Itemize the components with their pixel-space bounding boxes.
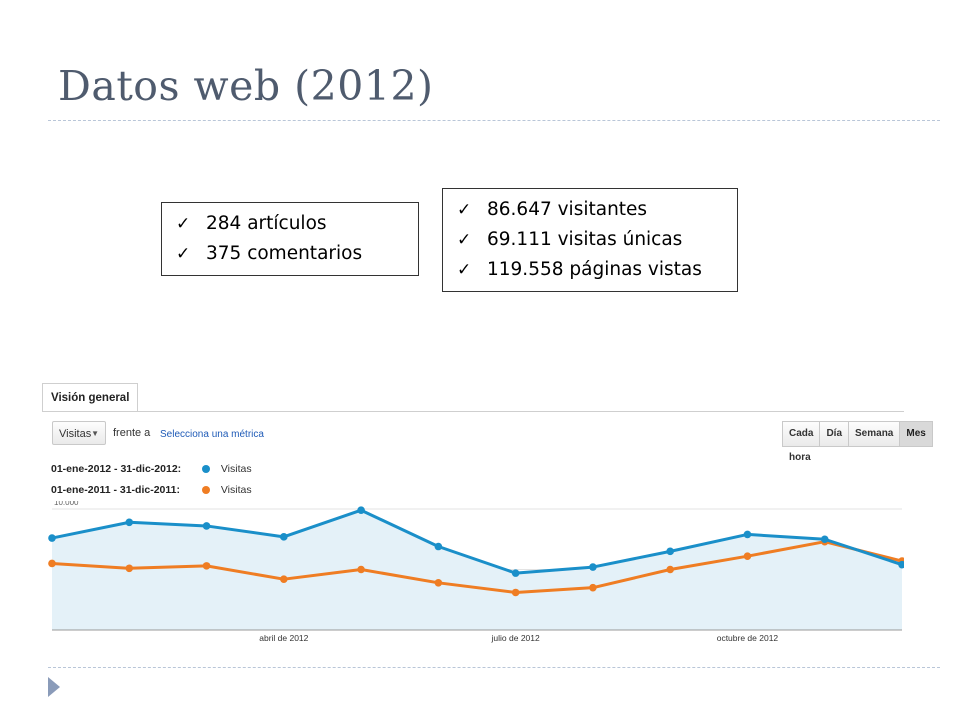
granularity-buttons: Cada hora Día Semana Mes	[782, 421, 933, 463]
stats-box-visits: ✓ 86.647 visitantes ✓ 69.111 visitas única…	[442, 188, 738, 292]
tab-underline	[42, 411, 904, 412]
title-divider	[48, 120, 940, 121]
series-line-2011	[51, 540, 903, 594]
metric-select[interactable]: Visitas ▼	[52, 421, 106, 445]
stat-item: ✓ 69.111 visitas únicas	[457, 225, 725, 255]
data-point-2011	[357, 565, 365, 574]
legend-row-2012: 01-ene-2012 - 31-dic-2012: Visitas	[51, 463, 252, 475]
slide-title: Datos web (2012)	[58, 62, 434, 110]
metric-select-value: Visitas	[59, 428, 92, 440]
caret-down-icon: ▼	[91, 429, 99, 438]
legend-range: 01-ene-2012 - 31-dic-2012:	[51, 463, 182, 475]
data-point-2012	[280, 533, 288, 541]
versus-label: frente a	[113, 427, 151, 439]
legend-metric: Visitas	[220, 463, 252, 475]
data-point-2011	[589, 583, 597, 592]
data-point-2012	[434, 542, 443, 551]
stat-item: ✓ 284 artículos	[176, 209, 406, 239]
data-point-2012	[125, 518, 134, 527]
data-point-2011	[125, 564, 134, 573]
x-tick-label: julio de 2012	[491, 633, 540, 643]
checkmark-icon: ✓	[457, 230, 472, 250]
data-point-2011	[434, 579, 443, 587]
legend-range: 01-ene-2011 - 31-dic-2011:	[51, 484, 180, 496]
data-point-2011	[280, 575, 288, 583]
y-tick-label: 10.000	[54, 501, 79, 507]
legend-dot-icon	[201, 486, 210, 494]
month-button[interactable]: Mes	[899, 421, 933, 447]
data-point-2012	[589, 563, 597, 571]
data-point-2012	[48, 534, 56, 542]
tab-overview[interactable]: Visión general	[42, 383, 139, 412]
data-point-2012	[357, 506, 365, 515]
analytics-panel: Visión general Visitas ▼ frente a Selecc…	[42, 383, 933, 643]
week-button[interactable]: Semana	[848, 421, 901, 447]
checkmark-icon: ✓	[457, 260, 472, 280]
data-point-2012	[511, 569, 520, 577]
x-tick-label: octubre de 2012	[717, 633, 779, 643]
series-line-2012	[51, 508, 903, 575]
legend-dot-icon	[201, 465, 210, 473]
stat-item: ✓ 86.647 visitantes	[457, 195, 725, 225]
day-button[interactable]: Día	[819, 421, 850, 447]
data-point-2012	[898, 560, 904, 569]
legend-metric: Visitas	[220, 484, 252, 496]
x-tick-label: abril de 2012	[259, 633, 308, 643]
checkmark-icon: ✓	[176, 214, 191, 234]
data-point-2011	[511, 588, 520, 597]
data-point-2011	[666, 565, 674, 574]
legend-row-2011: 01-ene-2011 - 31-dic-2011: Visitas	[51, 484, 252, 496]
data-point-2011	[743, 552, 752, 560]
stat-item: ✓ 375 comentarios	[176, 239, 406, 269]
data-point-2012	[666, 547, 674, 556]
data-point-2012	[743, 530, 752, 539]
checkmark-icon: ✓	[176, 244, 191, 264]
footer-divider	[48, 667, 940, 668]
select-metric-link[interactable]: Selecciona una métrica	[160, 429, 264, 440]
slide-nav-arrow-icon	[48, 677, 60, 697]
stat-item: ✓ 119.558 páginas vistas	[457, 255, 725, 285]
hourly-button[interactable]: Cada hora	[782, 421, 821, 463]
data-point-2011	[48, 559, 56, 568]
data-point-2011	[202, 562, 211, 570]
area-fill-2012	[52, 510, 902, 630]
checkmark-icon: ✓	[457, 200, 472, 220]
data-point-2012	[202, 522, 211, 530]
data-point-2012	[820, 535, 829, 544]
stats-box-content: ✓ 284 artículos ✓ 375 comentarios	[161, 202, 419, 276]
